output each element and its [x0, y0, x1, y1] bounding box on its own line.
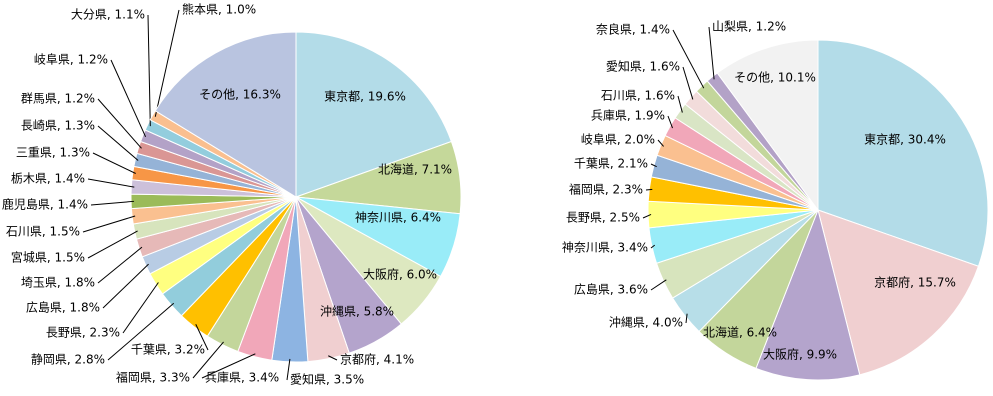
- leader-line: [328, 355, 338, 361]
- leader-line: [672, 29, 705, 89]
- slice-label: 福岡県, 2.3%: [569, 182, 643, 197]
- slice-label: 岐阜県, 1.2%: [34, 53, 108, 67]
- pie-slice: [755, 208, 861, 381]
- pie-slice: [154, 31, 297, 198]
- slice-label: 兵庫県, 1.9%: [591, 109, 665, 123]
- slice-label: 大阪府, 9.9%: [763, 347, 837, 362]
- slice-label: 愛知県, 1.6%: [606, 60, 680, 74]
- leader-line: [87, 230, 138, 259]
- leader-line: [286, 358, 291, 381]
- leader-line: [110, 59, 147, 138]
- slice-label: 福岡県, 3.3%: [116, 370, 190, 385]
- leader-line: [650, 163, 657, 168]
- slice-label: 大分県, 1.1%: [71, 8, 145, 22]
- leader-line: [708, 26, 715, 80]
- slice-label: 三重県, 1.3%: [16, 146, 90, 160]
- slice-label: 奈良県, 1.4%: [596, 22, 670, 37]
- slice-label: 千葉県, 2.1%: [574, 157, 648, 171]
- slice-label: 長野県, 2.5%: [566, 211, 640, 225]
- slice-label: 千葉県, 3.2%: [131, 343, 205, 357]
- slice-label: 熊本県, 1.0%: [182, 2, 256, 17]
- leader-line: [685, 313, 688, 324]
- slice-label: 京都府, 15.7%: [874, 275, 956, 290]
- slice-label: 大阪府, 6.0%: [363, 267, 437, 282]
- leader-line: [154, 9, 180, 117]
- slice-label: 広島県, 1.8%: [26, 300, 100, 315]
- slice-label: 長崎県, 1.3%: [21, 119, 95, 133]
- leader-line: [682, 66, 694, 100]
- slice-label: 神奈川県, 3.4%: [562, 241, 648, 255]
- leader-line: [195, 324, 209, 351]
- slice-label: 石川県, 1.5%: [6, 225, 80, 239]
- leader-line: [90, 200, 135, 206]
- slice-label: その他, 10.1%: [734, 71, 816, 85]
- leader-line: [87, 178, 135, 188]
- slice-label: 北海道, 7.1%: [378, 162, 452, 177]
- slice-label: その他, 16.3%: [199, 88, 281, 102]
- leader-line: [97, 246, 143, 284]
- slice-label: 石川県, 1.6%: [601, 89, 675, 103]
- slice-label: 岐阜県, 2.0%: [581, 133, 655, 147]
- leader-line: [642, 213, 652, 219]
- pie-slice: [716, 39, 819, 212]
- leader-line: [645, 188, 653, 191]
- pie-slice: [817, 209, 980, 376]
- leader-line: [667, 115, 673, 129]
- slice-label: 山梨県, 1.2%: [712, 20, 786, 34]
- slice-label: 愛知県, 3.5%: [290, 373, 364, 387]
- slice-label: 宮城県, 1.5%: [11, 250, 85, 265]
- leader-line: [192, 341, 224, 379]
- slice-label: 長野県, 2.3%: [46, 326, 120, 340]
- leader-line: [97, 98, 142, 149]
- slice-label: 東京都, 19.6%: [324, 90, 406, 104]
- leader-line: [650, 244, 656, 249]
- slice-label: 広島県, 3.6%: [574, 282, 648, 297]
- leader-line: [102, 263, 149, 309]
- leader-line: [147, 14, 151, 127]
- pie-slice: [295, 31, 453, 198]
- slice-label: 栃木県, 1.4%: [11, 172, 85, 186]
- leader-line: [657, 139, 664, 147]
- slice-label: 東京都, 30.4%: [864, 133, 946, 147]
- slice-label: 沖縄県, 4.0%: [609, 315, 683, 330]
- slice-label: 群馬県, 1.2%: [21, 92, 95, 106]
- slice-label: 埼玉県, 1.8%: [21, 276, 95, 290]
- leader-line: [82, 215, 136, 233]
- slice-label: 静岡県, 2.8%: [31, 353, 105, 367]
- slice-label: 沖縄県, 5.8%: [320, 304, 394, 319]
- pie-slice: [817, 39, 989, 267]
- slice-label: 神奈川県, 6.4%: [355, 211, 441, 225]
- leader-line: [201, 353, 256, 379]
- leader-line: [107, 302, 175, 361]
- slice-label: 京都府, 4.1%: [340, 352, 414, 367]
- slice-label: 北海道, 6.4%: [703, 325, 777, 340]
- leader-line: [650, 279, 667, 291]
- leader-line: [97, 125, 139, 161]
- slice-label: 兵庫県, 3.4%: [205, 371, 279, 385]
- leader-line: [677, 95, 683, 113]
- leader-line: [92, 152, 136, 174]
- slice-label: 鹿児島県, 1.4%: [2, 197, 88, 212]
- leader-line: [122, 282, 159, 334]
